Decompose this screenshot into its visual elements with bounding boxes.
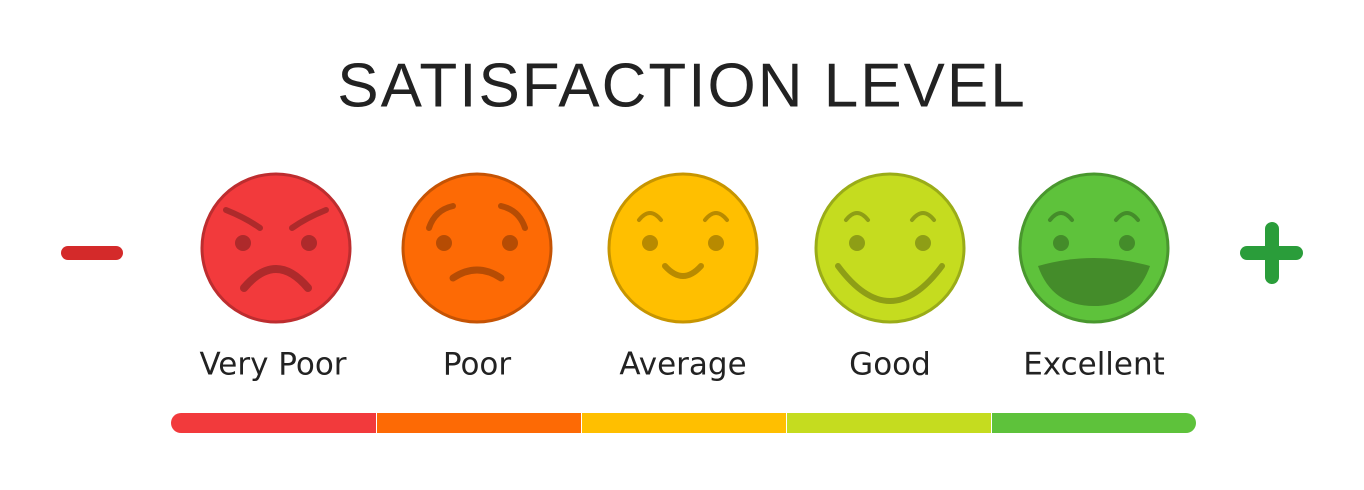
face [200, 172, 352, 324]
level-label: Poor [443, 347, 512, 383]
eye [849, 235, 865, 251]
brow [844, 211, 870, 222]
face-circle [401, 172, 553, 324]
eye [642, 235, 658, 251]
brow [426, 203, 456, 231]
face [401, 172, 553, 324]
title: SATISFACTION LEVEL [337, 51, 1026, 120]
eye [436, 235, 452, 251]
level-label: Good [849, 347, 931, 383]
face-circle [607, 172, 759, 324]
plus-icon-vertical [1265, 222, 1279, 284]
face-circle [200, 172, 352, 324]
level-bar [171, 413, 1196, 433]
level-bar-segment [787, 413, 991, 433]
brow [910, 211, 936, 222]
level-bar-segment [992, 413, 1196, 433]
level-label: Excellent [1023, 347, 1165, 383]
mouth [1038, 258, 1150, 306]
brow [703, 211, 729, 222]
brow [223, 207, 263, 231]
eye [1119, 235, 1135, 251]
mouth [240, 265, 312, 292]
mouth [449, 266, 505, 282]
mouth [835, 263, 945, 304]
eye [1053, 235, 1069, 251]
level-bar-segment [377, 413, 581, 433]
face [814, 172, 966, 324]
brow [289, 207, 329, 231]
brow [1048, 211, 1074, 222]
eye [915, 235, 931, 251]
brow [498, 203, 528, 231]
level-bar-segment [171, 413, 376, 433]
brow [1114, 211, 1140, 222]
minus-icon [61, 246, 123, 260]
level-bar-segment [582, 413, 786, 433]
level-label: Average [619, 347, 746, 383]
eye [301, 235, 317, 251]
eye [502, 235, 518, 251]
eye [235, 235, 251, 251]
face [607, 172, 759, 324]
eye [708, 235, 724, 251]
mouth [662, 263, 704, 279]
face [1018, 172, 1170, 324]
brow [637, 211, 663, 222]
level-label: Very Poor [199, 347, 346, 383]
